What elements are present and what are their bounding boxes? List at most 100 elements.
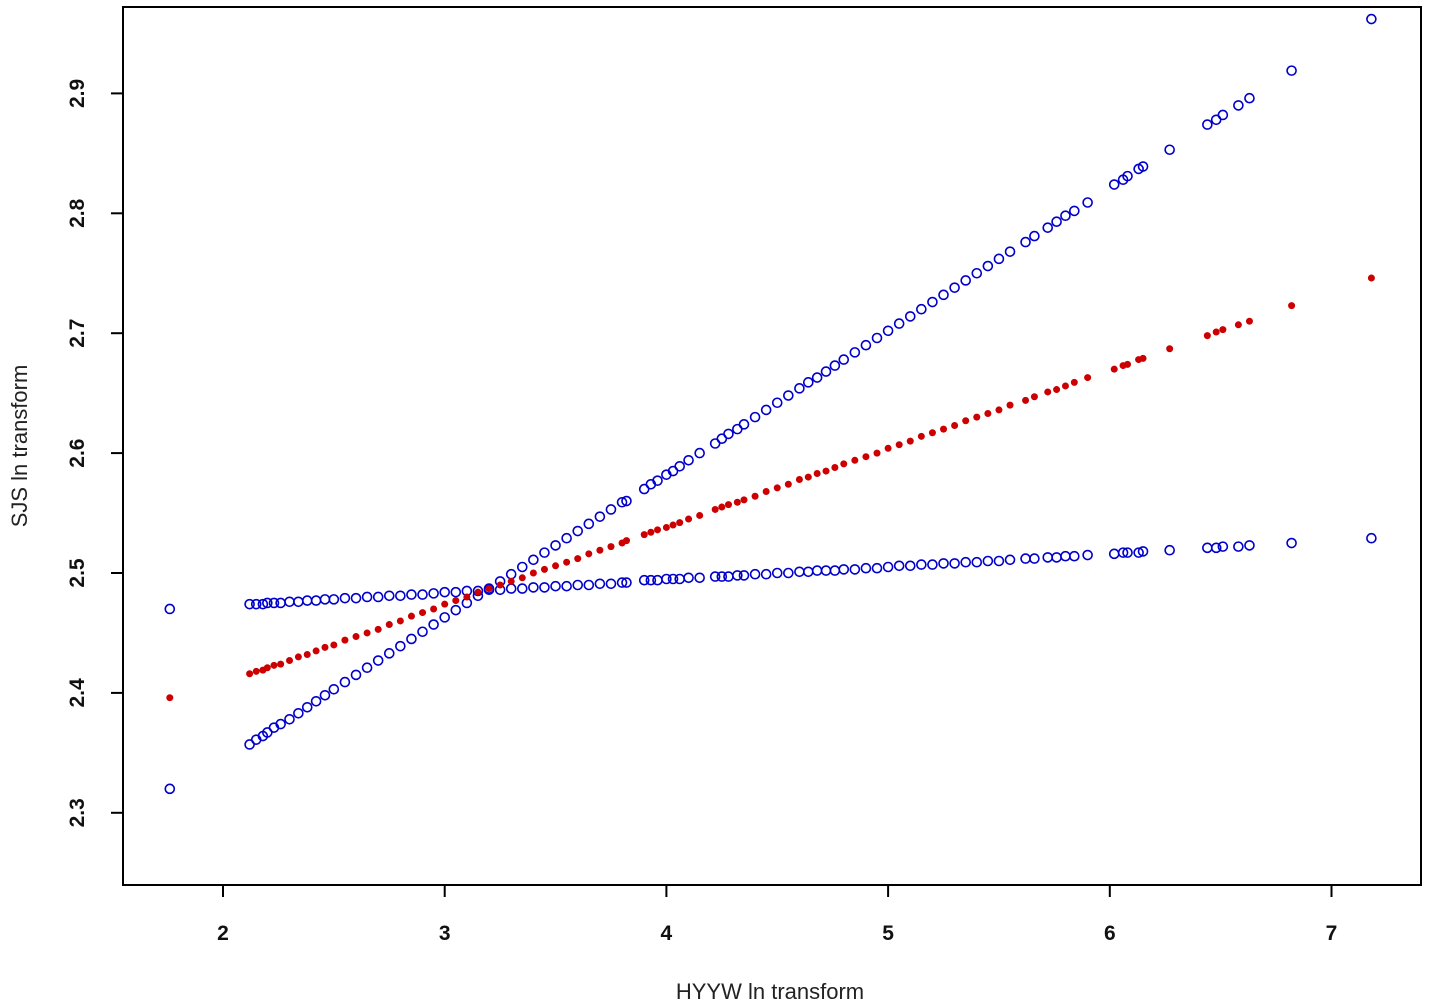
data-point (583, 579, 595, 591)
data-point (1006, 401, 1014, 409)
data-point (539, 547, 550, 558)
data-point (916, 559, 927, 570)
data-point (339, 592, 351, 604)
data-point (1217, 109, 1229, 121)
data-point (804, 473, 812, 481)
data-point (995, 406, 1003, 414)
data-point (871, 332, 883, 344)
data-point (563, 558, 571, 566)
data-point (960, 275, 971, 286)
data-point (339, 676, 351, 688)
data-point (1202, 119, 1213, 130)
data-point (820, 565, 832, 576)
data-point (361, 662, 373, 674)
data-point (762, 487, 770, 495)
data-point (685, 515, 693, 523)
data-point (550, 540, 561, 551)
data-point (1004, 554, 1016, 566)
data-point (960, 556, 971, 568)
data-point (1108, 548, 1120, 560)
data-point (860, 562, 872, 574)
data-point (293, 707, 304, 719)
data-point (294, 653, 302, 661)
data-point (749, 568, 761, 580)
data-point (794, 383, 805, 394)
data-point (645, 574, 657, 586)
data-point (450, 586, 462, 598)
data-point (951, 422, 959, 430)
data-point (328, 594, 340, 605)
data-point (773, 484, 781, 492)
data-point (246, 670, 254, 678)
data-point (1060, 550, 1071, 562)
data-point (1366, 13, 1377, 25)
x-tick-label: 4 (661, 922, 673, 945)
data-point (662, 523, 670, 531)
data-point (1030, 393, 1038, 401)
data-point (709, 571, 721, 582)
x-axis-title: HYYW ln transform (676, 979, 864, 1004)
data-point (1234, 321, 1242, 329)
data-point (1069, 205, 1080, 217)
data-point (1042, 552, 1054, 563)
data-point (550, 580, 561, 592)
data-point (1060, 210, 1071, 221)
data-point (1203, 332, 1211, 340)
data-point (310, 595, 322, 606)
data-point (594, 511, 606, 522)
data-point (350, 669, 362, 681)
data-point (1122, 170, 1133, 182)
data-point (1044, 388, 1052, 396)
data-point (711, 505, 719, 513)
data-point (1029, 230, 1040, 242)
data-point (884, 444, 892, 452)
x-tick-label: 7 (1326, 922, 1338, 945)
data-point (783, 567, 794, 579)
data-point (749, 411, 761, 423)
series-0 (164, 13, 1377, 795)
data-point (962, 417, 970, 425)
data-point (849, 347, 861, 358)
data-point (1133, 547, 1144, 558)
data-point (1244, 92, 1255, 104)
data-point (938, 289, 949, 301)
data-point (849, 564, 861, 575)
data-point (1020, 236, 1031, 248)
data-point (811, 565, 823, 576)
data-point (716, 571, 728, 582)
data-point (683, 572, 694, 584)
data-point (917, 432, 925, 440)
data-point (529, 569, 537, 577)
data-point (982, 260, 994, 272)
data-point (718, 503, 726, 511)
data-point (893, 318, 905, 329)
data-point (528, 554, 539, 566)
data-point (938, 558, 949, 569)
data-point (1233, 100, 1244, 111)
data-point (275, 718, 286, 730)
data-point (417, 589, 428, 600)
series-2 (166, 274, 1375, 702)
data-point (794, 566, 805, 578)
data-point (1233, 541, 1244, 552)
data-point (328, 684, 340, 695)
data-point (605, 578, 617, 590)
data-point (622, 537, 630, 545)
data-point (303, 651, 311, 659)
data-point (1217, 541, 1229, 552)
data-point (284, 713, 295, 725)
data-point (1042, 222, 1054, 233)
data-point (638, 574, 650, 586)
data-point (760, 404, 772, 416)
data-point (263, 664, 271, 672)
data-point (417, 626, 428, 638)
data-point (330, 641, 338, 649)
data-point (1110, 365, 1118, 373)
data-point (430, 605, 438, 613)
data-point (696, 511, 704, 519)
data-point (395, 640, 406, 652)
data-point (640, 531, 648, 539)
data-point (1164, 544, 1175, 556)
data-point (374, 625, 382, 633)
